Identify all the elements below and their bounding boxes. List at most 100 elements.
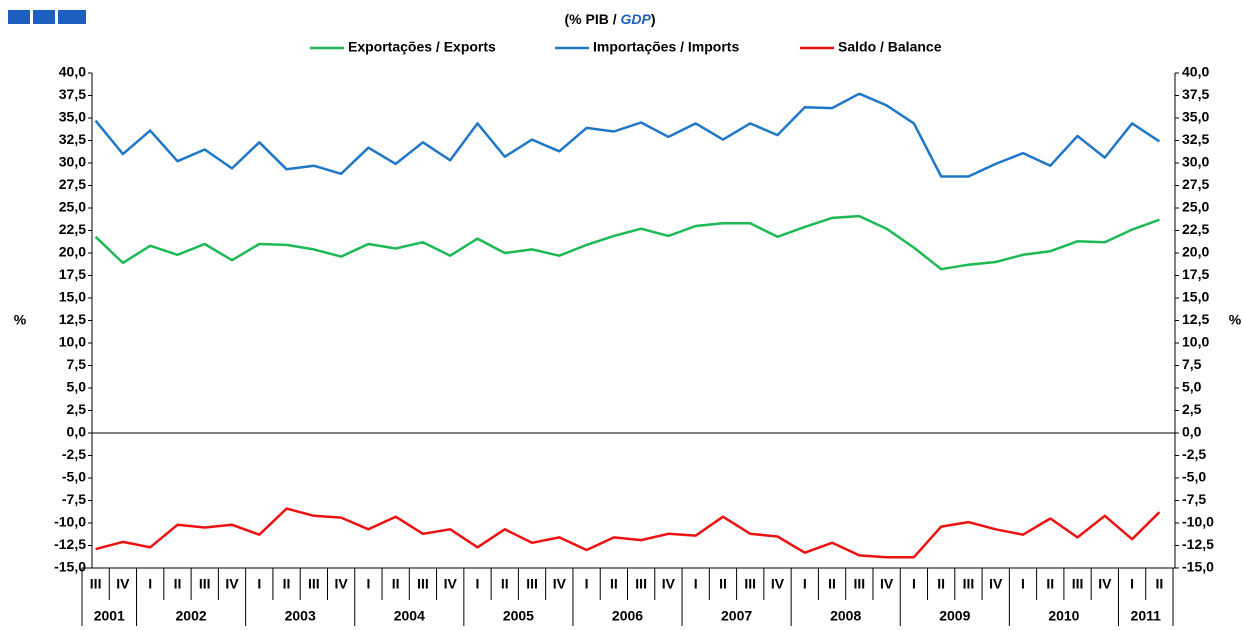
x-tick-label: IV (880, 576, 894, 592)
x-tick-label: II (719, 576, 727, 592)
y-tick-label: 37,5 (59, 86, 86, 102)
y-tick-label: 30,0 (59, 154, 86, 170)
y2-tick-label: 40,0 (1182, 64, 1209, 80)
y2-tick-label: 7,5 (1182, 356, 1202, 372)
y2-tick-label: 15,0 (1182, 289, 1209, 305)
y2-tick-label: 35,0 (1182, 109, 1209, 125)
x-tick-label: I (1130, 576, 1134, 592)
x-tick-label: I (912, 576, 916, 592)
y-tick-label: 40,0 (59, 64, 86, 80)
y-tick-label: 22,5 (59, 221, 86, 237)
year-label: 2001 (94, 608, 125, 624)
x-tick-label: IV (989, 576, 1003, 592)
year-label: 2008 (830, 608, 861, 624)
x-tick-label: IV (771, 576, 785, 592)
y-axis-label: % (14, 312, 27, 328)
y-tick-label: 20,0 (59, 244, 86, 260)
x-tick-label: III (744, 576, 756, 592)
y-tick-label: 25,0 (59, 199, 86, 215)
x-tick-label: III (199, 576, 211, 592)
y-tick-label: 27,5 (59, 176, 86, 192)
x-tick-label: III (854, 576, 866, 592)
logo-block (8, 10, 30, 24)
year-label: 2010 (1048, 608, 1079, 624)
legend-label: Exportações / Exports (348, 39, 496, 55)
x-tick-label: IV (116, 576, 130, 592)
y-tick-label: 2,5 (67, 401, 87, 417)
x-tick-label: I (1021, 576, 1025, 592)
x-tick-label: IV (225, 576, 239, 592)
y2-tick-label: 0,0 (1182, 424, 1202, 440)
y-tick-label: -15,0 (54, 559, 86, 575)
x-tick-label: II (501, 576, 509, 592)
series-line (95, 507, 1161, 559)
y-tick-label: 35,0 (59, 109, 86, 125)
x-tick-label: I (803, 576, 807, 592)
x-tick-label: IV (444, 576, 458, 592)
y-tick-label: -2,5 (62, 446, 86, 462)
y2-tick-label: -2,5 (1182, 446, 1206, 462)
y2-tick-label: 2,5 (1182, 401, 1202, 417)
subtitle: (% PIB / GDP) (564, 11, 655, 27)
subtitle-prefix: (% PIB / (564, 11, 620, 27)
y-tick-label: 32,5 (59, 131, 86, 147)
year-label: 2004 (394, 608, 425, 624)
year-label: 2009 (939, 608, 970, 624)
year-label: 2007 (721, 608, 752, 624)
y2-tick-label: -12,5 (1182, 536, 1214, 552)
y-tick-label: 0,0 (67, 424, 87, 440)
year-label: 2005 (503, 608, 534, 624)
x-tick-label: III (308, 576, 320, 592)
y2-tick-label: 5,0 (1182, 379, 1202, 395)
y-tick-label: -7,5 (62, 491, 86, 507)
year-label: 2002 (176, 608, 207, 624)
x-tick-label: II (828, 576, 836, 592)
legend-label: Importações / Imports (593, 39, 739, 55)
y2-tick-label: 32,5 (1182, 131, 1209, 147)
y-tick-label: -5,0 (62, 469, 86, 485)
y2-tick-label: 27,5 (1182, 176, 1209, 192)
logo-block (58, 10, 86, 24)
y-tick-label: 5,0 (67, 379, 87, 395)
x-tick-label: III (635, 576, 647, 592)
y-tick-label: -10,0 (54, 514, 86, 530)
series-line (94, 92, 1161, 178)
x-tick-label: I (694, 576, 698, 592)
x-tick-label: II (283, 576, 291, 592)
y2-tick-label: 25,0 (1182, 199, 1209, 215)
logo-block (33, 10, 55, 24)
x-tick-label: II (392, 576, 400, 592)
y-tick-label: -12,5 (54, 536, 86, 552)
year-label: 2006 (612, 608, 643, 624)
y-tick-label: 7,5 (67, 356, 87, 372)
y2-tick-label: 37,5 (1182, 86, 1209, 102)
y2-tick-label: -7,5 (1182, 491, 1206, 507)
legend-label: Saldo / Balance (838, 39, 942, 55)
x-tick-label: I (366, 576, 370, 592)
y2-tick-label: 17,5 (1182, 266, 1209, 282)
x-tick-label: IV (553, 576, 567, 592)
y2-tick-label: -15,0 (1182, 559, 1214, 575)
y-tick-label: 12,5 (59, 311, 86, 327)
x-tick-label: I (476, 576, 480, 592)
y2-tick-label: 10,0 (1182, 334, 1209, 350)
x-tick-label: IV (1098, 576, 1112, 592)
year-label: 2003 (285, 608, 316, 624)
y-tick-label: 15,0 (59, 289, 86, 305)
x-tick-label: III (963, 576, 975, 592)
y2-axis-label: % (1229, 312, 1242, 328)
y2-tick-label: -5,0 (1182, 469, 1206, 485)
subtitle-emph: GDP (621, 11, 652, 27)
x-tick-label: III (526, 576, 538, 592)
x-tick-label: II (610, 576, 618, 592)
y-tick-label: 10,0 (59, 334, 86, 350)
x-tick-label: IV (334, 576, 348, 592)
x-tick-label: III (417, 576, 429, 592)
y2-tick-label: 22,5 (1182, 221, 1209, 237)
x-tick-label: II (937, 576, 945, 592)
x-tick-label: IV (662, 576, 676, 592)
y-tick-label: 17,5 (59, 266, 86, 282)
x-tick-label: I (257, 576, 261, 592)
